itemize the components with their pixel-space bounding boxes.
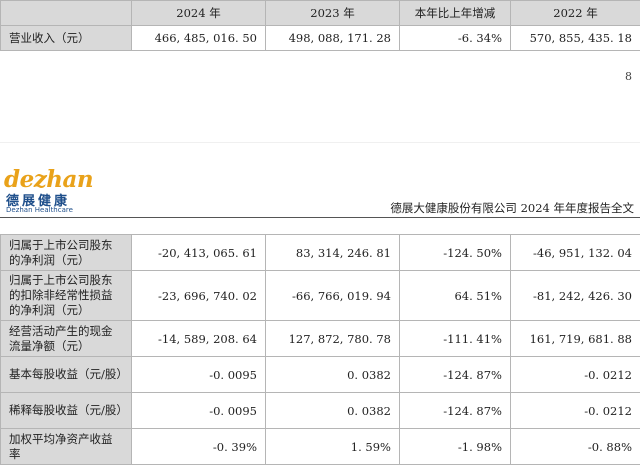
cell-2022: 570, 855, 435. 18 bbox=[511, 26, 640, 51]
cell-2022: -46, 951, 132. 04 bbox=[511, 235, 640, 271]
cell-change: -124. 50% bbox=[400, 235, 511, 271]
cell-change: -124. 87% bbox=[400, 357, 511, 393]
revenue-table: 2024 年 2023 年 本年比上年增减 2022 年 营业收入（元） 466… bbox=[0, 0, 640, 51]
cell-change: -111. 41% bbox=[400, 321, 511, 357]
page-number: 8 bbox=[625, 70, 632, 83]
cell-2024: 466, 485, 016. 50 bbox=[132, 26, 266, 51]
table-row: 归属于上市公司股东的扣除非经常性损益的净利润（元） -23, 696, 740.… bbox=[1, 271, 640, 321]
row-label: 基本每股收益（元/股） bbox=[1, 357, 132, 393]
cell-2022: -0. 0212 bbox=[511, 393, 640, 429]
row-label: 经营活动产生的现金流量净额（元） bbox=[1, 321, 132, 357]
cell-2023: 127, 872, 780. 78 bbox=[266, 321, 400, 357]
table-row: 稀释每股收益（元/股） -0. 0095 0. 0382 -124. 87% -… bbox=[1, 393, 640, 429]
cell-change: -6. 34% bbox=[400, 26, 511, 51]
cell-2024: -20, 413, 065. 61 bbox=[132, 235, 266, 271]
table-row: 基本每股收益（元/股） -0. 0095 0. 0382 -124. 87% -… bbox=[1, 357, 640, 393]
cell-2023: 0. 0382 bbox=[266, 393, 400, 429]
header-cell-label bbox=[1, 1, 132, 26]
table-row: 归属于上市公司股东的净利润（元） -20, 413, 065. 61 83, 3… bbox=[1, 235, 640, 271]
company-logo: dezhan 德展健康 Dezhan Healthcare bbox=[4, 168, 94, 216]
cell-2023: -66, 766, 019. 94 bbox=[266, 271, 400, 321]
cell-change: -124. 87% bbox=[400, 393, 511, 429]
row-label: 营业收入（元） bbox=[1, 26, 132, 51]
cell-2022: -0. 88% bbox=[511, 429, 640, 465]
cell-2023: 0. 0382 bbox=[266, 357, 400, 393]
table-header-row: 2024 年 2023 年 本年比上年增减 2022 年 bbox=[1, 1, 640, 26]
header-rule bbox=[0, 217, 640, 218]
cell-2023: 498, 088, 171. 28 bbox=[266, 26, 400, 51]
cell-2024: -0. 0095 bbox=[132, 393, 266, 429]
financial-indicators-table: 归属于上市公司股东的净利润（元） -20, 413, 065. 61 83, 3… bbox=[0, 234, 640, 465]
cell-change: -1. 98% bbox=[400, 429, 511, 465]
cell-2024: -0. 0095 bbox=[132, 357, 266, 393]
cell-2023: 1. 59% bbox=[266, 429, 400, 465]
cell-2023: 83, 314, 246. 81 bbox=[266, 235, 400, 271]
table-row: 加权平均净资产收益率 -0. 39% 1. 59% -1. 98% -0. 88… bbox=[1, 429, 640, 465]
logo-english-name: Dezhan Healthcare bbox=[6, 206, 73, 214]
cell-change: 64. 51% bbox=[400, 271, 511, 321]
row-label: 加权平均净资产收益率 bbox=[1, 429, 132, 465]
row-label: 归属于上市公司股东的净利润（元） bbox=[1, 235, 132, 271]
page-break-divider bbox=[0, 142, 640, 143]
header-cell-change: 本年比上年增减 bbox=[400, 1, 511, 26]
header-cell-2022: 2022 年 bbox=[511, 1, 640, 26]
report-title: 德展大健康股份有限公司 2024 年年度报告全文 bbox=[390, 200, 634, 216]
table-row: 营业收入（元） 466, 485, 016. 50 498, 088, 171.… bbox=[1, 26, 640, 51]
cell-2022: -0. 0212 bbox=[511, 357, 640, 393]
cell-2022: 161, 719, 681. 88 bbox=[511, 321, 640, 357]
row-label: 稀释每股收益（元/股） bbox=[1, 393, 132, 429]
logo-word: dezhan bbox=[4, 168, 93, 192]
cell-2024: -23, 696, 740. 02 bbox=[132, 271, 266, 321]
header-cell-2023: 2023 年 bbox=[266, 1, 400, 26]
header-cell-2024: 2024 年 bbox=[132, 1, 266, 26]
table-row: 经营活动产生的现金流量净额（元） -14, 589, 208. 64 127, … bbox=[1, 321, 640, 357]
cell-2024: -0. 39% bbox=[132, 429, 266, 465]
cell-2022: -81, 242, 426. 30 bbox=[511, 271, 640, 321]
row-label: 归属于上市公司股东的扣除非经常性损益的净利润（元） bbox=[1, 271, 132, 321]
cell-2024: -14, 589, 208. 64 bbox=[132, 321, 266, 357]
